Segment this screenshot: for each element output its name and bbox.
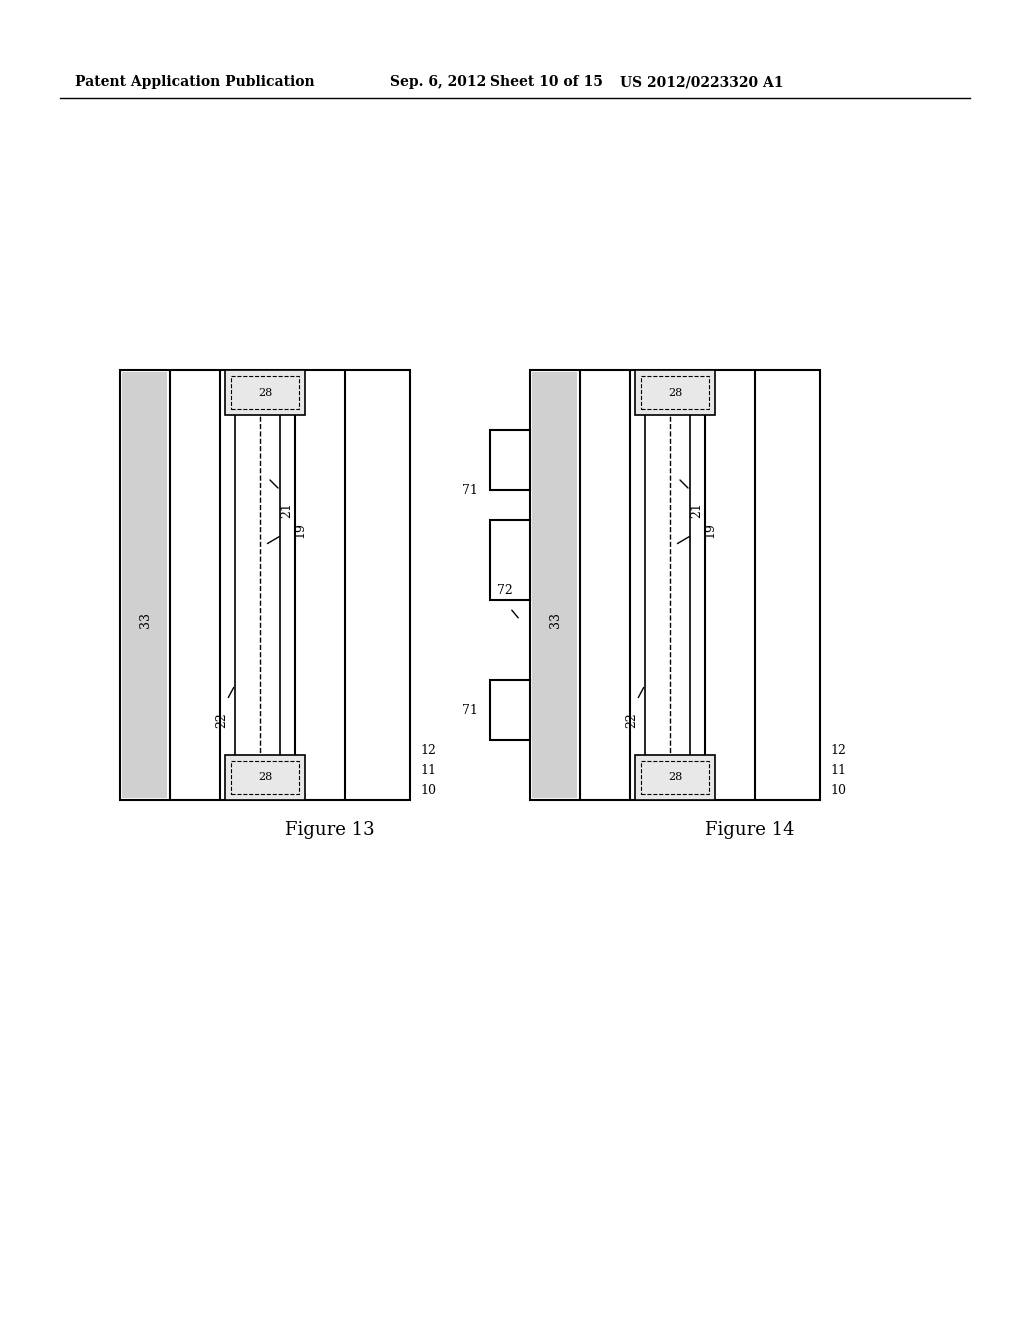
Text: 11: 11: [830, 763, 846, 776]
Text: 22: 22: [626, 711, 639, 727]
Text: 28: 28: [258, 388, 272, 397]
Text: 19: 19: [294, 523, 306, 539]
Text: 19: 19: [703, 523, 717, 539]
Text: 11: 11: [420, 763, 436, 776]
Text: 71: 71: [462, 704, 478, 717]
Bar: [490, 680, 530, 741]
Bar: [225, 370, 305, 414]
Text: 12: 12: [830, 743, 846, 756]
Text: 21: 21: [690, 502, 703, 517]
Text: 12: 12: [420, 743, 436, 756]
Text: Patent Application Publication: Patent Application Publication: [75, 75, 314, 88]
Text: 28: 28: [668, 388, 682, 397]
Text: 71: 71: [462, 483, 478, 496]
Bar: [122, 372, 167, 799]
Text: 33: 33: [138, 612, 152, 628]
Text: 22: 22: [215, 711, 228, 727]
Text: US 2012/0223320 A1: US 2012/0223320 A1: [620, 75, 783, 88]
Text: Figure 14: Figure 14: [706, 821, 795, 840]
Text: Sep. 6, 2012: Sep. 6, 2012: [390, 75, 486, 88]
Bar: [532, 372, 577, 799]
Text: Figure 13: Figure 13: [286, 821, 375, 840]
Bar: [231, 762, 299, 795]
Text: Sheet 10 of 15: Sheet 10 of 15: [490, 75, 603, 88]
Text: 10: 10: [830, 784, 846, 796]
Text: 28: 28: [258, 772, 272, 783]
Text: 10: 10: [420, 784, 436, 796]
Bar: [635, 755, 715, 800]
Bar: [490, 520, 530, 601]
Bar: [225, 755, 305, 800]
Bar: [120, 370, 410, 800]
Text: 21: 21: [281, 502, 294, 517]
Bar: [490, 430, 530, 490]
Text: 28: 28: [668, 772, 682, 783]
Bar: [635, 370, 715, 414]
Bar: [231, 376, 299, 409]
Bar: [530, 370, 820, 800]
Text: 33: 33: [549, 612, 561, 628]
Bar: [641, 762, 709, 795]
Text: 72: 72: [497, 583, 513, 597]
Bar: [641, 376, 709, 409]
